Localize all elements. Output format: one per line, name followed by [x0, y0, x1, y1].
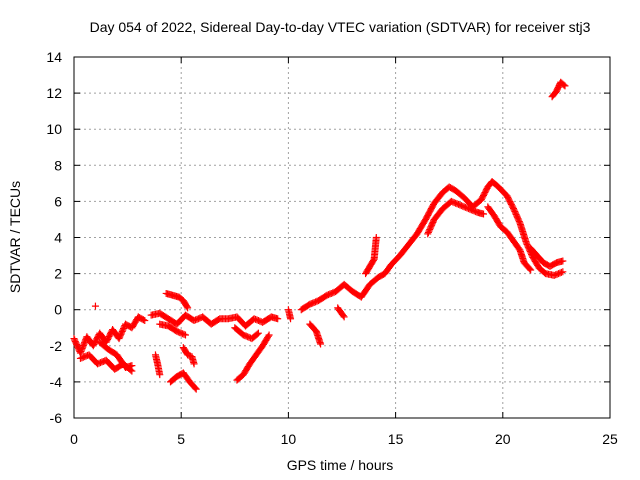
y-tick-label: 10 — [46, 121, 62, 137]
x-axis-label: GPS time / hours — [287, 457, 394, 473]
y-tick-label: 8 — [54, 157, 62, 173]
data-point — [191, 384, 199, 392]
gridlines — [74, 57, 610, 418]
plot-frame — [73, 56, 611, 419]
data-point — [317, 340, 325, 348]
x-tick-label: 25 — [602, 431, 618, 447]
y-tick-label: 6 — [54, 193, 62, 209]
data-point — [128, 362, 136, 370]
data-point — [265, 331, 273, 339]
data-point — [287, 315, 295, 323]
data-point — [264, 332, 272, 340]
x-tick-label: 10 — [281, 431, 297, 447]
y-tick-label: 0 — [54, 302, 62, 318]
x-tick-label: 0 — [70, 431, 78, 447]
data-point — [372, 234, 380, 241]
data-point — [192, 385, 200, 393]
data-point — [180, 330, 188, 338]
data-point — [526, 265, 534, 273]
y-axis-label: SDTVAR / TECUs — [7, 181, 23, 293]
y-tick-label: 4 — [54, 230, 62, 246]
chart-title: Day 054 of 2022, Sidereal Day-to-day VTE… — [90, 19, 591, 35]
y-tick-label: 12 — [46, 85, 62, 101]
data-point — [156, 371, 164, 379]
data-point — [183, 303, 191, 311]
data-point — [559, 257, 567, 265]
y-tick-label: -4 — [50, 374, 63, 390]
data-point — [527, 266, 535, 274]
data-point — [91, 302, 99, 310]
data-point — [190, 360, 198, 368]
data-point — [340, 313, 348, 321]
y-tick-label: 14 — [46, 49, 62, 65]
y-tick-label: 2 — [54, 266, 62, 282]
x-tick-label: 15 — [388, 431, 404, 447]
data-point — [561, 82, 569, 90]
data-point — [254, 329, 262, 337]
x-tick-label: 5 — [177, 431, 185, 447]
tick-labels: 0 5 10 15 20 25 -6 -4 -2 0 2 4 6 8 10 12 14 — [46, 49, 618, 447]
data-point — [480, 210, 488, 218]
data-point — [274, 315, 282, 323]
x-tick-label: 20 — [495, 431, 511, 447]
y-tick-label: -2 — [50, 338, 63, 354]
data-point — [560, 81, 568, 89]
data-point — [559, 268, 567, 276]
data-point — [141, 317, 149, 325]
y-tick-label: -6 — [50, 410, 63, 426]
data-point — [181, 331, 189, 339]
data-points — [70, 78, 569, 393]
data-point — [184, 304, 192, 312]
data-point — [139, 316, 147, 324]
data-point — [557, 268, 565, 276]
data-point — [253, 330, 261, 338]
data-point — [339, 312, 347, 320]
